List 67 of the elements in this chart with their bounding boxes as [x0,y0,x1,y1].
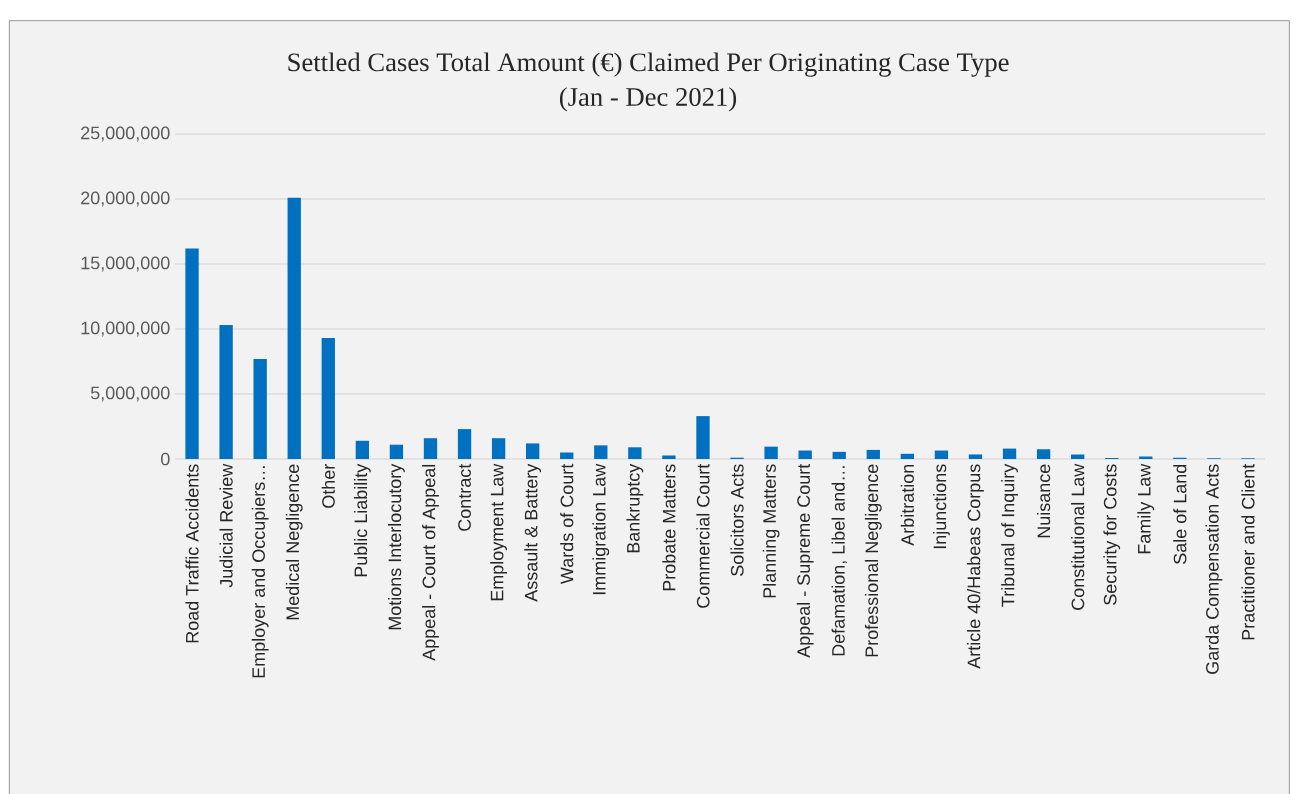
x-tick-label: Family Law [1137,463,1155,554]
y-tick-label: 10,000,000 [81,321,170,337]
bar [1139,456,1153,459]
bar [253,358,267,459]
x-tick-label: Tribunal of Inquiry [1001,463,1018,607]
bar [457,429,472,459]
y-tick-label: 25,000,000 [81,126,170,142]
y-tick-label: 20,000,000 [81,191,170,207]
x-tick-label: Nuisance [1036,464,1051,538]
bar [934,450,949,459]
x-tick-label: Medical Negligence [285,464,303,620]
y-tick-label: 15,000,000 [81,256,170,272]
bar [594,445,608,459]
bar [696,416,710,459]
x-tick-label: Public Liability [353,463,371,577]
x-tick-label: Injunctions [933,464,950,549]
bar [798,450,812,459]
bar [628,447,642,459]
y-tick-label: 0 [161,452,170,466]
bar [389,444,404,459]
bar [764,446,778,459]
x-tick-label: Solicitors Acts [730,464,744,576]
bar [1002,448,1017,459]
chart-subtitle: (Jan - Dec 2021) [559,87,737,112]
x-tick-label: Employment Law [490,463,507,601]
x-tick-label: Article 40/Habeas Corpus [967,464,984,669]
bar [423,438,438,459]
bar [900,453,915,459]
bar [526,443,540,459]
x-tick-label: Defamation, Libel and… [831,466,847,656]
x-tick-label: Other [321,464,335,508]
x-tick-label: Planning Matters [762,464,780,598]
x-tick-label: Practitioner and Client [1241,463,1255,640]
x-tick-label: Contract [458,463,471,531]
x-tick-label: Appeal - Court of Appeal [422,464,439,661]
x-tick-label: Garda Compensation Acts [1205,464,1223,674]
bar [321,338,335,459]
x-tick-label: Wards of Court [560,463,574,584]
bar [832,451,846,459]
x-tick-label: Judicial Review [219,463,233,588]
bar [355,440,370,459]
x-tick-label: Probate Matters [662,464,676,591]
x-tick-label: Immigration Law [592,463,610,595]
bar [185,248,199,459]
x-tick-label: Road Traffic Accidents [185,464,199,643]
x-tick-label: Security for Costs [1103,464,1121,605]
x-tick-label: Sale of Land [1173,464,1187,564]
x-tick-label: Constitutional Law [1071,463,1085,610]
x-tick-label: Motions Interlocutory [388,463,405,630]
bar [968,454,983,459]
bar [287,197,301,459]
x-tick-label: Commercial Court [696,463,710,608]
y-tick-label: 5,000,000 [90,386,170,402]
x-tick-label: Appeal - Supreme Court [796,463,814,658]
bar [491,438,506,459]
x-tick-label: Bankruptcy [626,463,644,553]
x-tick-label: Employer and Occupiers… [251,466,269,678]
x-tick-label: Professional Negligence [864,464,882,657]
bar [1036,449,1051,459]
bar [1071,454,1085,459]
chart-title: Settled Cases Total Amount (€) Claimed Per Originating Case Type [288,52,1009,77]
bar [866,449,880,459]
bar [219,325,233,459]
bar [560,452,574,459]
x-tick-label: Arbitration [900,464,914,546]
bar [662,455,676,459]
x-tick-label: Assault & Battery [524,463,542,602]
